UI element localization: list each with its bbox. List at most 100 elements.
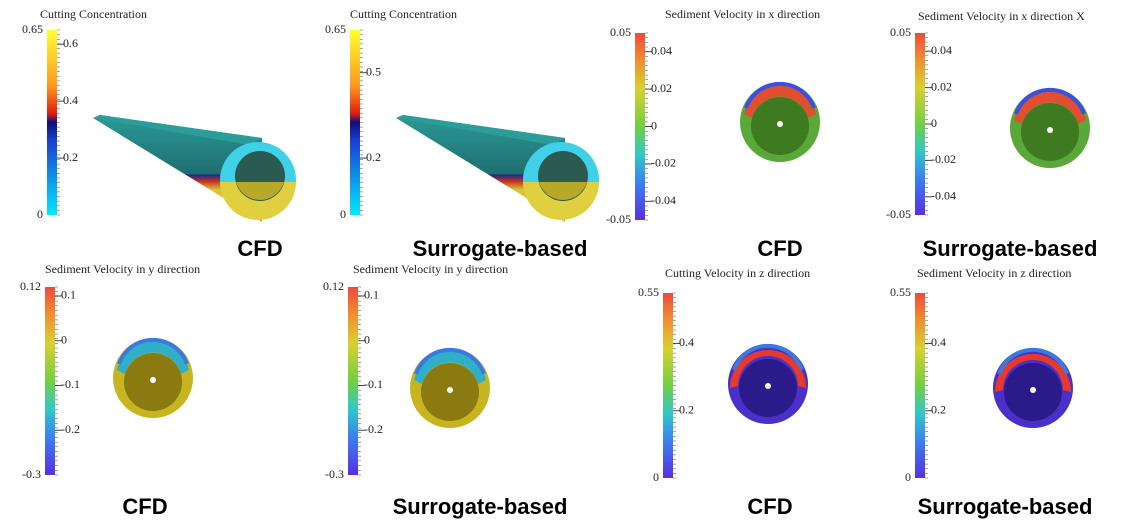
pipe-bore-bottom bbox=[539, 182, 587, 200]
colorbar-title: Sediment Velocity in x direction bbox=[665, 7, 820, 21]
caption: CFD bbox=[757, 236, 802, 261]
colorbar bbox=[348, 287, 358, 475]
colorbar-tick-label: -0.2 bbox=[364, 422, 383, 436]
colorbar-title: Sediment Velocity in z direction bbox=[917, 266, 1071, 280]
colorbar-max: 0.55 bbox=[638, 285, 659, 299]
colorbar bbox=[915, 293, 925, 478]
pipe-top bbox=[93, 115, 262, 145]
colorbar-tick-label: 0.02 bbox=[931, 79, 952, 93]
colorbar bbox=[47, 30, 57, 215]
colorbar-min: -0.05 bbox=[606, 212, 631, 226]
colorbar-tick-label: 0.4 bbox=[63, 93, 78, 107]
colorbar-min: -0.3 bbox=[22, 467, 41, 481]
colorbar-title: Sediment Velocity in y direction bbox=[45, 262, 200, 276]
colorbar-tick-label: -0.1 bbox=[364, 377, 383, 391]
colorbar-title: Cutting Velocity in z direction bbox=[665, 266, 810, 280]
panel: Sediment Velocity in x direction X 0.05 -0… bbox=[886, 9, 1097, 261]
velocity-band bbox=[730, 350, 806, 388]
colorbar bbox=[45, 287, 55, 475]
colorbar-min: -0.3 bbox=[325, 467, 344, 481]
colorbar-tick-label: 0.4 bbox=[931, 335, 946, 349]
colorbar-tick-label: -0.04 bbox=[651, 193, 676, 207]
colorbar-tick-label: 0.1 bbox=[364, 288, 379, 302]
caption: Surrogate-based bbox=[393, 494, 568, 519]
colorbar-tick-label: -0.04 bbox=[931, 189, 956, 203]
colorbar-max: 0.05 bbox=[610, 25, 631, 39]
velocity-band bbox=[117, 341, 189, 374]
colorbar-min: 0 bbox=[340, 207, 346, 221]
colorbar-max: 0.65 bbox=[325, 22, 346, 36]
velocity-band bbox=[1014, 91, 1086, 124]
colorbar bbox=[915, 33, 925, 215]
center-dot bbox=[150, 377, 156, 383]
pipe-body bbox=[93, 115, 262, 222]
caption: CFD bbox=[747, 494, 792, 519]
colorbar-min: 0 bbox=[653, 470, 659, 484]
caption: CFD bbox=[122, 494, 167, 519]
colorbar-min: 0 bbox=[905, 470, 911, 484]
panel: Cutting Velocity in z direction 0.55 0 0.4 0… bbox=[638, 266, 810, 519]
velocity-edge bbox=[414, 347, 486, 375]
center-dot bbox=[1047, 127, 1053, 133]
center-dot bbox=[447, 387, 453, 393]
panel: Cutting Concentration 0.65 0 0.5 0.2 Surrogat… bbox=[325, 7, 599, 261]
colorbar bbox=[350, 30, 360, 215]
velocity-edge bbox=[117, 337, 189, 365]
colorbar-title: Cutting Concentration bbox=[40, 7, 147, 21]
pipe-top bbox=[396, 115, 565, 145]
caption: CFD bbox=[237, 236, 282, 261]
colorbar-tick-label: 0 bbox=[364, 332, 370, 346]
colorbar-tick-label: 0.2 bbox=[679, 402, 694, 416]
colorbar-max: 0.12 bbox=[323, 279, 344, 293]
colorbar-title: Sediment Velocity in y direction bbox=[353, 262, 508, 276]
colorbar-tick-label: 0.02 bbox=[651, 81, 672, 95]
colorbar-tick-label: -0.02 bbox=[931, 152, 956, 166]
colorbar-tick-label: 0.04 bbox=[931, 43, 952, 57]
caption: Surrogate-based bbox=[923, 236, 1098, 261]
center-dot bbox=[765, 383, 771, 389]
colorbar-tick-label: 0 bbox=[61, 332, 67, 346]
velocity-edge bbox=[1014, 87, 1086, 115]
colorbar bbox=[663, 293, 673, 478]
colorbar-tick-label: 0 bbox=[651, 118, 657, 132]
colorbar-title: Sediment Velocity in x direction X bbox=[918, 9, 1085, 23]
colorbar-max: 0.12 bbox=[20, 279, 41, 293]
colorbar-tick-label: 0.04 bbox=[651, 43, 672, 57]
colorbar-tick-label: -0.02 bbox=[651, 156, 676, 170]
colorbar-tick-label: 0 bbox=[931, 116, 937, 130]
colorbar-tick-label: 0.5 bbox=[366, 64, 381, 78]
scenes: Cutting Concentration0.6500.60.40.2CFDCu… bbox=[20, 7, 1097, 519]
colorbar-tick-label: -0.1 bbox=[61, 377, 80, 391]
velocity-edge bbox=[997, 347, 1069, 375]
colorbar-max: 0.55 bbox=[890, 285, 911, 299]
velocity-edge bbox=[744, 81, 816, 109]
caption: Surrogate-based bbox=[413, 236, 588, 261]
colorbar-min: 0 bbox=[37, 207, 43, 221]
colorbar bbox=[635, 33, 645, 220]
colorbar-tick-label: 0.2 bbox=[63, 150, 78, 164]
colorbar-tick-label: -0.2 bbox=[61, 422, 80, 436]
colorbar-tick-label: 0.4 bbox=[679, 335, 694, 349]
panel: Sediment Velocity in z direction 0.55 0 0.4… bbox=[890, 266, 1092, 519]
center-dot bbox=[1030, 387, 1036, 393]
panel: Sediment Velocity in y direction 0.12 -0.3… bbox=[20, 262, 200, 519]
velocity-band bbox=[995, 354, 1071, 392]
colorbar-tick-label: 0.1 bbox=[61, 288, 76, 302]
colorbar-tick-label: 0.6 bbox=[63, 36, 78, 50]
colorbar-tick-label: 0.2 bbox=[366, 150, 381, 164]
colorbar-max: 0.05 bbox=[890, 25, 911, 39]
colorbar-title: Cutting Concentration bbox=[350, 7, 457, 21]
caption: Surrogate-based bbox=[918, 494, 1093, 519]
colorbar-min: -0.05 bbox=[886, 207, 911, 221]
panel: Sediment Velocity in y direction 0.12 -0.3… bbox=[323, 262, 567, 519]
velocity-band bbox=[414, 351, 486, 384]
velocity-edge bbox=[732, 343, 804, 371]
pipe-bore-bottom bbox=[236, 182, 284, 200]
panel: Sediment Velocity in x direction 0.05 -0.0… bbox=[606, 7, 820, 261]
center-dot bbox=[777, 121, 783, 127]
colorbar-max: 0.65 bbox=[22, 22, 43, 36]
velocity-band bbox=[744, 85, 816, 118]
colorbar-tick-label: 0.2 bbox=[931, 402, 946, 416]
